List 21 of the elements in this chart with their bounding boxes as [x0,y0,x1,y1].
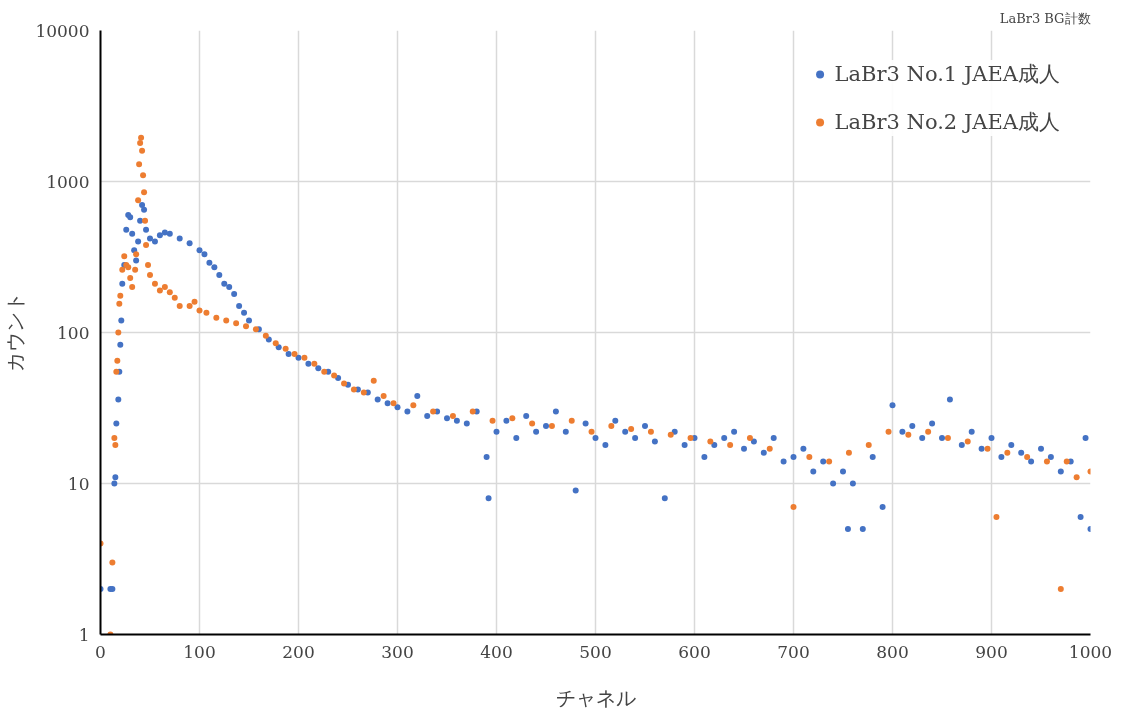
x-tick-label: 1000 [1068,641,1113,662]
x-tick-label: 700 [777,641,810,662]
x-tick-label: 200 [282,641,315,662]
x-tick-label: 600 [678,641,711,662]
chart-title: LaBr3 BG計数 [999,10,1091,26]
x-tick-label: 400 [480,641,513,662]
x-tick-label: 500 [579,641,612,662]
x-axis-title: チャネル [555,685,636,710]
x-tick-label: 900 [975,641,1008,662]
x-tick-label: 300 [381,641,414,662]
y-tick-label: 1 [78,624,90,645]
x-tick-label: 0 [95,641,106,662]
y-tick-label: 10 [67,473,90,494]
y-axis-title: カウント [3,292,28,373]
x-tick-label: 100 [183,641,216,662]
y-tick-label: 10000 [35,20,90,41]
legend-label: LaBr3 No.1 JAEA成人 [834,61,1060,88]
y-tick-label: 100 [57,322,90,343]
x-tick-label: 800 [876,641,909,662]
legend-label: LaBr3 No.2 JAEA成人 [834,109,1060,136]
y-tick-label: 1000 [46,171,90,192]
